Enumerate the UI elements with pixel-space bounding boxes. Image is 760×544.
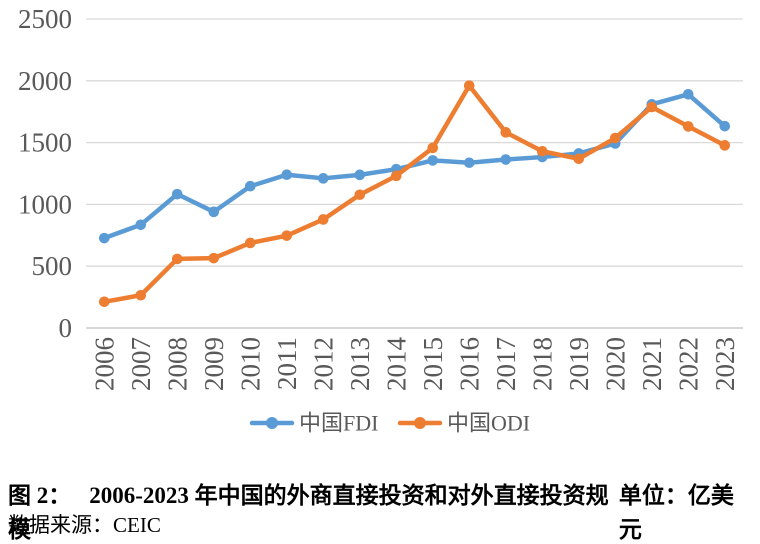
figure-number-label: 图 2：: [8, 483, 72, 508]
x-axis-tick-label: 2022: [673, 337, 703, 391]
data-point-odi-2006: [98, 296, 110, 308]
data-point-odi-2021: [646, 101, 658, 113]
data-point-odi-2011: [281, 230, 293, 241]
data-point-fdi-2023: [719, 120, 731, 132]
x-axis-tick-label: 2013: [345, 337, 375, 391]
series-line-fdi: [102, 92, 727, 241]
data-point-odi-2022: [682, 121, 694, 132]
x-axis-tick-label: 2020: [600, 337, 630, 391]
data-point-odi-2019: [573, 153, 585, 165]
x-axis-tick-label: 2023: [710, 337, 740, 391]
x-axis-tick-label: 2009: [199, 337, 229, 391]
data-point-fdi-2016: [463, 157, 475, 169]
x-axis-tick-label: 2016: [454, 337, 484, 391]
data-source-label: 数据来源：CEIC: [8, 513, 161, 537]
y-axis-tick-label: 2000: [18, 66, 72, 96]
x-axis-tick-label: 2006: [89, 337, 119, 391]
data-point-odi-2023: [719, 140, 731, 151]
x-axis-tick-label: 2011: [272, 337, 302, 390]
legend-label-odi: 中国ODI: [447, 411, 530, 436]
data-point-fdi-2006: [98, 232, 110, 244]
data-point-fdi-2012: [317, 173, 329, 184]
fdi-odi-line-chart: 0 500 1000 1500 2000 2500 2006 2007 2008 2009 2010…: [18, 4, 743, 436]
y-axis-tick-label: 0: [59, 313, 73, 343]
y-axis-tick-label: 1500: [18, 128, 72, 158]
data-point-fdi-2009: [208, 206, 220, 218]
data-point-odi-2020: [609, 132, 621, 144]
data-point-odi-2008: [171, 253, 183, 265]
data-point-odi-2018: [536, 145, 548, 157]
x-axis-tick-label: 2008: [162, 337, 192, 391]
data-point-fdi-2017: [500, 154, 512, 165]
data-point-odi-2014: [390, 170, 402, 182]
data-point-odi-2012: [317, 214, 329, 225]
x-axis-tick-label: 2019: [564, 337, 594, 391]
data-point-fdi-2013: [354, 169, 366, 181]
legend-label-fdi: 中国FDI: [299, 411, 378, 436]
x-axis-tick-label: 2018: [527, 337, 557, 391]
data-point-odi-2009: [208, 252, 220, 264]
data-point-fdi-2008: [171, 188, 183, 200]
data-point-odi-2010: [244, 237, 256, 249]
x-axis-tick-label: 2010: [235, 337, 265, 391]
figure-caption-left: 图 2： 2006-2023 年中国的外商直接投资和对外直接投资规模: [8, 476, 619, 544]
figure-title: 2006-2023 年中国的外商直接投资和对外直接投资规模: [8, 483, 609, 542]
x-axis-tick-label: 2017: [491, 337, 521, 391]
data-point-fdi-2007: [135, 219, 147, 231]
legend-marker-dot-odi: [414, 417, 426, 429]
data-point-odi-2015: [427, 142, 439, 154]
data-point-odi-2017: [500, 127, 512, 138]
figure-unit-label: 单位：亿美元: [618, 483, 734, 542]
legend-marker-dot-fdi: [266, 417, 278, 429]
data-point-fdi-2022: [682, 88, 694, 100]
x-axis-tick-label: 2015: [418, 337, 448, 391]
y-axis-tick-label: 2500: [18, 4, 72, 34]
data-point-odi-2007: [135, 289, 147, 301]
x-axis-tick-label: 2014: [381, 337, 411, 392]
data-point-fdi-2015: [427, 155, 439, 166]
x-axis-tick-label: 2007: [126, 337, 156, 391]
data-point-fdi-2010: [244, 180, 256, 192]
figure-caption: 图 2： 2006-2023 年中国的外商直接投资和对外直接投资规模 单位：亿美元: [8, 476, 754, 544]
data-point-odi-2016: [463, 80, 475, 91]
data-point-fdi-2011: [281, 169, 293, 181]
y-axis-tick-label: 1000: [18, 189, 72, 219]
y-axis-tick-label: 500: [32, 251, 73, 281]
x-axis-tick-label: 2021: [637, 337, 667, 391]
x-axis-tick-label: 2012: [308, 337, 338, 391]
data-point-odi-2013: [354, 189, 366, 201]
series-line-odi: [102, 83, 727, 305]
